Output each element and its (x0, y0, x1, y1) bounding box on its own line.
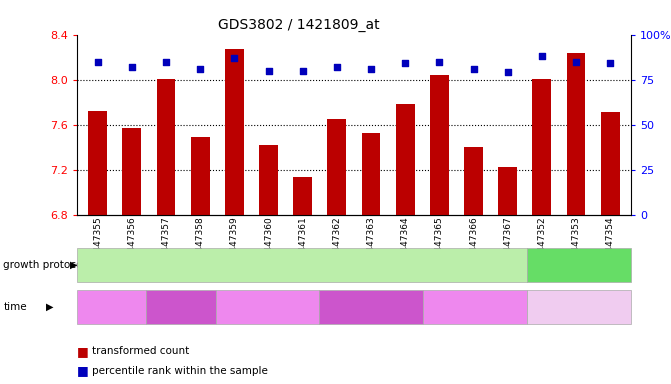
Text: ■: ■ (77, 345, 89, 358)
Text: 10 days: 10 days (350, 302, 393, 312)
Bar (499, 167, 517, 215)
Text: ▶: ▶ (70, 260, 78, 270)
Text: 4 days: 4 days (93, 302, 130, 312)
Point (400, 60, 411, 66)
Text: 6 days: 6 days (162, 302, 199, 312)
Point (297, 68, 308, 74)
Point (366, 66, 376, 72)
Text: 12 days: 12 days (453, 302, 497, 312)
Text: ■: ■ (77, 364, 89, 377)
Bar (533, 79, 552, 215)
Bar (259, 145, 278, 215)
Text: control: control (557, 258, 601, 271)
Point (503, 70, 513, 76)
Point (229, 55, 240, 61)
Point (263, 68, 274, 74)
Point (434, 59, 445, 65)
Point (160, 59, 171, 65)
Text: n/a: n/a (570, 302, 588, 312)
Point (605, 60, 615, 66)
Bar (89, 111, 107, 215)
Bar (396, 104, 415, 215)
Bar (430, 75, 449, 215)
Point (537, 53, 548, 59)
Text: 8 days: 8 days (249, 302, 286, 312)
Point (571, 59, 582, 65)
Title: GDS3802 / 1421809_at: GDS3802 / 1421809_at (218, 18, 379, 32)
Point (126, 64, 137, 70)
Text: ▶: ▶ (46, 302, 53, 312)
Text: transformed count: transformed count (92, 346, 189, 356)
Point (468, 66, 479, 72)
Text: percentile rank within the sample: percentile rank within the sample (92, 366, 268, 376)
Text: growth protocol: growth protocol (3, 260, 86, 270)
Point (93, 59, 103, 65)
Bar (293, 177, 312, 215)
Text: time: time (3, 302, 27, 312)
Bar (601, 113, 619, 215)
Bar (567, 53, 586, 215)
Point (195, 66, 205, 72)
Bar (362, 133, 380, 215)
Bar (225, 49, 244, 215)
Bar (327, 119, 346, 215)
Bar (464, 147, 483, 215)
Bar (191, 137, 209, 215)
Bar (156, 79, 175, 215)
Point (331, 64, 342, 70)
Bar (122, 128, 141, 215)
Text: DMSO: DMSO (283, 258, 321, 271)
